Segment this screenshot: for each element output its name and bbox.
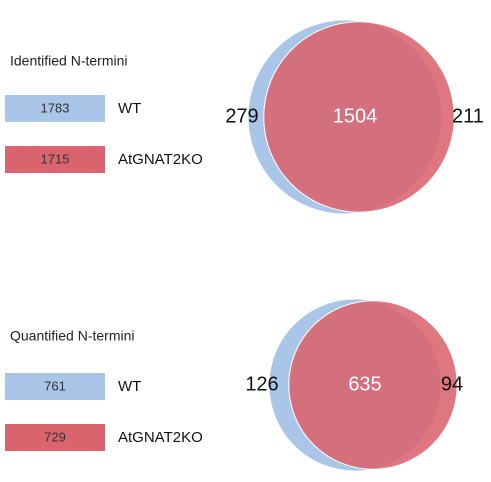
legend-swatch (5, 373, 105, 400)
region-label: 1504 (333, 105, 378, 127)
legend-label: AtGNAT2KO (118, 429, 203, 446)
region-label: 279 (225, 105, 258, 127)
legend-total: 729 (44, 429, 66, 444)
legend-swatch (5, 146, 105, 173)
region-label: 126 (245, 373, 278, 395)
legend-label: WT (118, 100, 141, 117)
region-label: 635 (348, 373, 381, 395)
legend-swatch (5, 95, 105, 122)
chart-title: Quantified N-termini (10, 328, 135, 344)
chart-title: Identified N-termini (10, 53, 128, 69)
legend-total: 1783 (41, 100, 70, 115)
legend-label: WT (118, 378, 141, 395)
region-label: 94 (441, 373, 463, 395)
legend-total: 1715 (41, 151, 70, 166)
set-circle (263, 21, 455, 213)
set-circle (288, 300, 458, 470)
legend-total: 761 (44, 378, 66, 393)
region-label: 211 (452, 105, 484, 127)
legend-swatch (5, 424, 105, 451)
legend-label: AtGNAT2KO (118, 151, 203, 168)
